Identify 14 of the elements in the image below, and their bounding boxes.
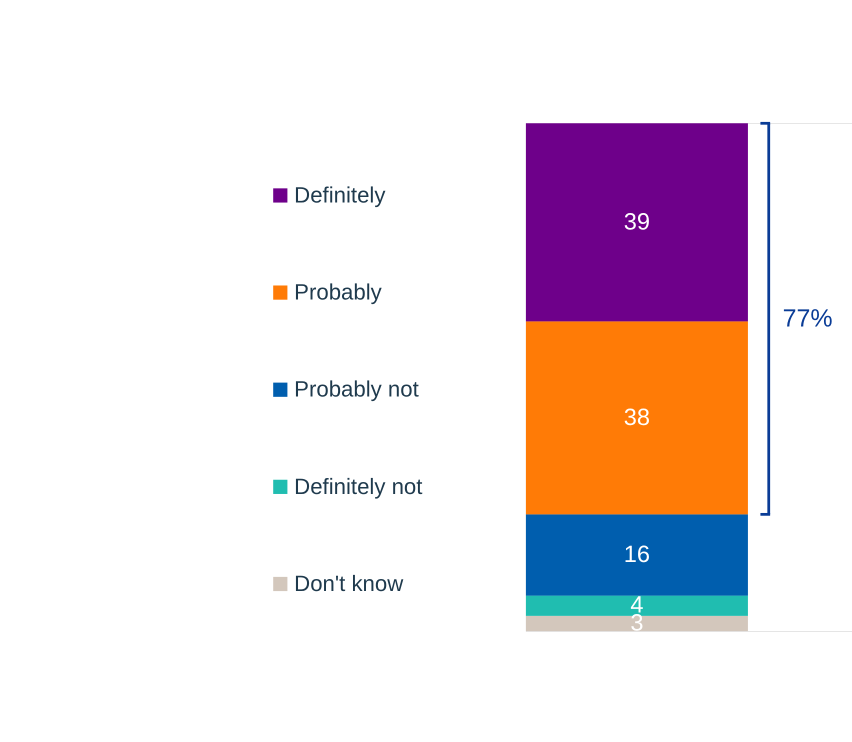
bar: [526, 596, 748, 616]
bar: [526, 514, 748, 596]
bar: [526, 123, 748, 322]
data-label: 16: [624, 540, 650, 567]
legend-label: Don't know: [294, 570, 404, 596]
bar: [526, 321, 748, 514]
legend-label: Definitely: [294, 182, 386, 208]
data-label: 38: [624, 404, 650, 430]
bar: [526, 616, 748, 632]
legend-label: Definitely not: [294, 474, 422, 499]
legend-label: Probably: [294, 280, 383, 305]
data-label: 39: [624, 208, 650, 234]
text: 77%: [782, 304, 833, 332]
legend-label: Probably not: [294, 376, 419, 402]
